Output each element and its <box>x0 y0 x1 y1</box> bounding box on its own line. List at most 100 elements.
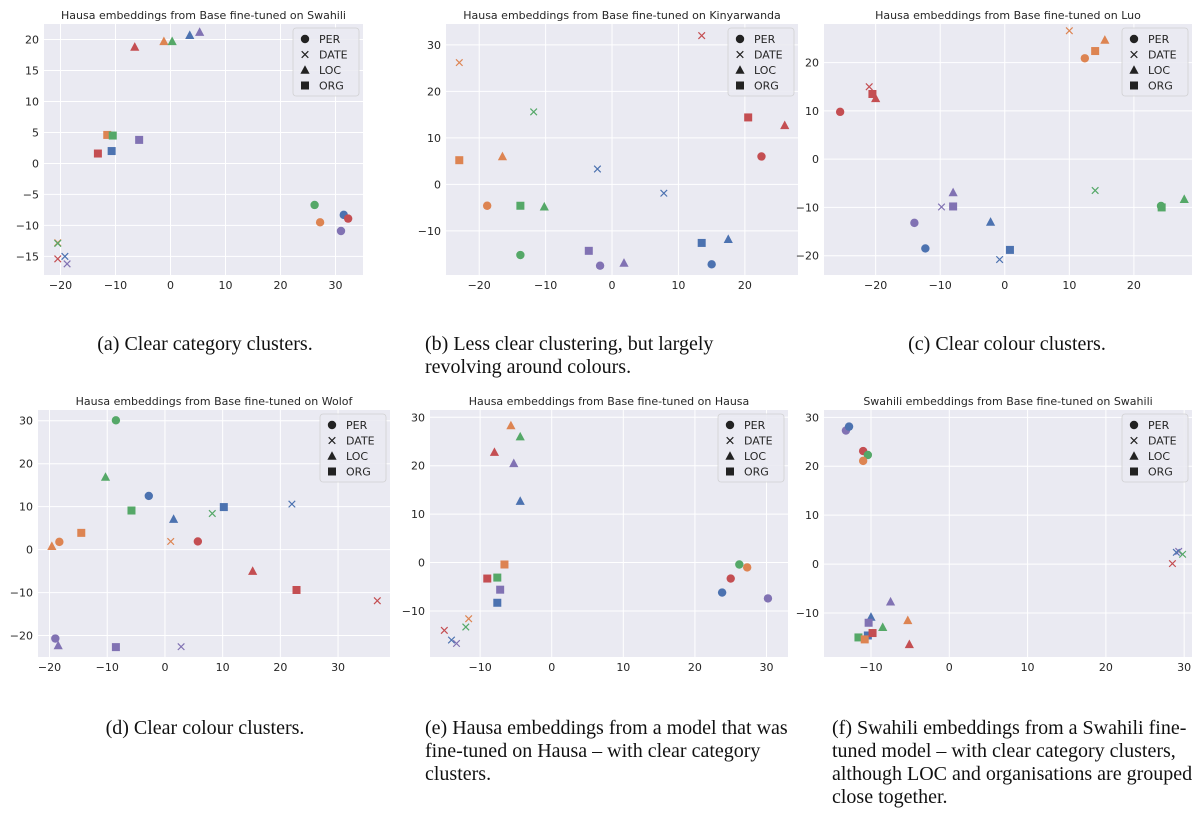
y-tick-label: 30 <box>19 415 33 428</box>
point-org <box>1005 245 1014 254</box>
scatter-chart: Hausa embeddings from Base fine-tuned on… <box>796 9 1192 292</box>
point-per <box>595 261 605 270</box>
x-tick-label: 10 <box>219 279 233 292</box>
point-date <box>697 31 706 40</box>
y-tick-label: −10 <box>10 587 33 600</box>
figure-caption: (e) Hausa embeddings from a model that w… <box>425 717 788 785</box>
y-tick-label: −10 <box>418 225 441 238</box>
x-tick-label: −20 <box>864 279 887 292</box>
legend-marker-date <box>1130 50 1138 59</box>
point-loc <box>1179 194 1189 204</box>
legend-marker-org <box>1130 81 1138 90</box>
data-points <box>440 420 773 648</box>
point-loc <box>539 201 549 211</box>
point-loc <box>904 639 914 649</box>
point-date <box>452 639 461 648</box>
y-tick-label: 0 <box>26 544 33 557</box>
legend-box <box>717 413 785 483</box>
figure-caption: (f) Swahili embeddings from a Swahili fi… <box>832 717 1193 808</box>
legend-box <box>292 27 360 97</box>
legend-label-date: DATE <box>744 435 773 448</box>
data-points <box>841 422 1187 649</box>
point-loc <box>489 447 500 456</box>
legend-marker-per <box>1129 420 1139 430</box>
point-org <box>500 560 509 569</box>
point-date <box>63 260 71 268</box>
point-loc <box>866 612 876 621</box>
x-tick-label: 0 <box>548 661 555 674</box>
point-per <box>111 416 121 425</box>
point-org <box>103 130 112 139</box>
legend-marker-date <box>726 436 734 445</box>
y-tick-label: −10 <box>796 201 819 214</box>
legend-label-per: PER <box>1148 33 1170 46</box>
legend-label-org: ORG <box>744 466 769 479</box>
legend-label-org: ORG <box>1148 80 1173 93</box>
x-tick-label: 0 <box>167 279 174 292</box>
scatter-panel-3: Hausa embeddings from Base fine-tuned on… <box>10 392 400 674</box>
scatter-panel-0: Hausa embeddings from Base fine-tuned on… <box>10 6 400 298</box>
x-tick-label: 30 <box>329 279 343 292</box>
point-org <box>93 149 102 158</box>
legend-label-date: DATE <box>346 435 375 448</box>
scatter-chart: Swahili embeddings from Base fine-tuned … <box>796 395 1192 674</box>
x-tick-label: 0 <box>946 661 953 674</box>
data-points <box>54 27 353 268</box>
figure-caption: (c) Clear colour clusters. <box>908 333 1106 355</box>
point-org <box>1157 203 1166 212</box>
legend-box <box>319 413 387 483</box>
x-tick-label: −20 <box>49 279 72 292</box>
y-tick-label: 0 <box>434 178 441 191</box>
legend-label-date: DATE <box>1148 435 1177 448</box>
x-tick-label: 10 <box>671 279 685 292</box>
point-date <box>455 58 464 67</box>
point-date <box>373 597 382 605</box>
legend-marker-org <box>301 81 309 90</box>
point-date <box>1091 186 1099 195</box>
y-tick-label: 20 <box>411 460 425 473</box>
point-per <box>858 456 868 466</box>
x-tick-label: −10 <box>469 661 492 674</box>
legend-marker-per <box>735 34 745 44</box>
legend-marker-org <box>736 81 744 90</box>
point-loc <box>195 27 205 36</box>
point-date <box>288 500 296 508</box>
x-tick-label: 20 <box>274 279 288 292</box>
point-loc <box>497 151 508 161</box>
legend-box <box>727 27 795 97</box>
legend-label-org: ORG <box>319 80 344 93</box>
legend-marker-loc <box>1129 65 1139 74</box>
point-date <box>54 239 62 248</box>
point-date <box>440 626 449 635</box>
point-date <box>177 642 185 651</box>
legend-label-per: PER <box>1148 419 1170 432</box>
y-tick-label: 20 <box>25 33 39 46</box>
point-loc <box>100 472 111 481</box>
legend-marker-loc <box>1129 451 1139 460</box>
point-date <box>865 83 873 91</box>
point-org <box>868 89 877 98</box>
scatter-chart: Hausa embeddings from Base fine-tuned on… <box>10 395 390 674</box>
y-tick-label: 10 <box>805 105 819 118</box>
y-tick-label: −20 <box>10 630 33 643</box>
legend-label-per: PER <box>744 419 766 432</box>
point-per <box>343 214 353 223</box>
y-tick-label: 30 <box>427 39 441 52</box>
legend-marker-date <box>736 50 744 59</box>
point-per <box>726 574 735 583</box>
chart-title: Hausa embeddings from Base fine-tuned on… <box>469 395 750 408</box>
x-tick-label: 20 <box>273 661 287 674</box>
y-tick-label: 20 <box>427 85 441 98</box>
point-org <box>483 574 492 583</box>
point-org <box>744 113 753 122</box>
y-tick-label: −10 <box>796 607 819 620</box>
point-org <box>127 506 136 515</box>
x-tick-label: 0 <box>1001 279 1008 292</box>
point-loc <box>159 36 169 46</box>
y-tick-label: 10 <box>805 509 819 522</box>
y-tick-label: 10 <box>19 501 33 514</box>
legend-label-org: ORG <box>754 80 779 93</box>
x-tick-label: −10 <box>859 661 882 674</box>
point-loc <box>878 622 888 631</box>
x-tick-label: 20 <box>738 279 752 292</box>
